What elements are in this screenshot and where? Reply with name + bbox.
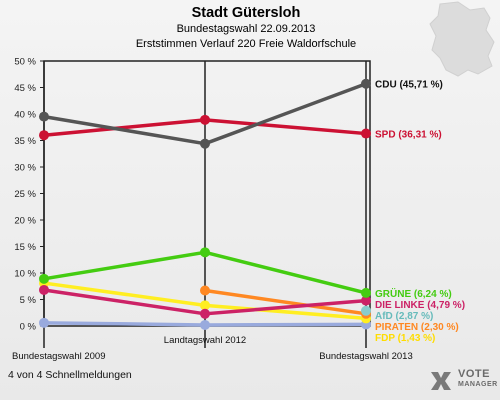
data-point [39,130,49,141]
series-end-label: FDP (1,43 %) [375,333,435,344]
chart-subtitle: Bundestagswahl 22.09.2013 [177,23,316,35]
y-tick-label: 45 % [14,83,36,94]
data-point [39,273,49,284]
data-point [200,285,210,296]
series-end-label: SPD (36,31 %) [375,130,442,141]
data-point [39,111,49,122]
series-cdu [39,78,371,149]
brand-logo: VOTE MANAGER [428,366,498,396]
brand-line-1: VOTE [458,368,490,380]
data-point [361,78,371,89]
series-line [204,288,367,316]
x-tick-label: Landtagswahl 2012 [164,335,246,346]
series-afd [361,305,371,316]
data-point [39,284,49,295]
data-point [200,138,210,149]
y-tick-label: 0 % [20,322,37,333]
series-end-label: PIRATEN (2,30 %) [375,322,459,333]
brand-line-2: MANAGER [458,381,498,388]
y-tick-label: 50 % [14,57,36,68]
series-end-label: CDU (45,71 %) [375,80,443,91]
vote-manager-logo-icon [431,372,451,390]
x-tick-label: Bundestagswahl 2009 [12,351,106,362]
data-point [361,287,371,298]
data-point [39,317,49,328]
chart-title: Stadt Gütersloh [192,5,301,21]
y-tick-label: 5 % [20,295,37,306]
footer-status: 4 von 4 Schnellmeldungen [8,369,132,381]
data-point [200,247,210,258]
y-tick-label: 30 % [14,163,36,174]
y-tick-label: 15 % [14,242,36,253]
germany-map-icon [429,1,495,77]
chart-subtitle-2: Erststimmen Verlauf 220 Freie Waldorfsch… [136,38,356,50]
data-point [200,319,210,330]
data-point [361,128,371,139]
series-end-label: DIE LINKE (4,79 %) [375,300,465,311]
y-axis: 0 % 5 % 10 % 15 % 20 % 25 % 30 % 35 % 40 % 45 % 50… [14,57,44,333]
y-tick-label: 10 % [14,269,36,280]
data-point [200,114,210,125]
series-layer [39,78,371,330]
series-end-label: AfD (2,87 %) [375,311,433,322]
y-tick-label: 35 % [14,136,36,147]
series-spd [39,114,371,141]
data-point [361,305,371,316]
data-point [200,308,210,319]
series-end-label: GRÜNE (6,24 %) [375,287,452,300]
x-tick-label: Bundestagswahl 2013 [319,351,413,362]
y-tick-label: 20 % [14,216,36,227]
series-die-linke [39,284,371,319]
y-tick-label: 25 % [14,189,36,200]
data-point [361,295,371,306]
y-tick-label: 40 % [14,110,36,121]
series-gr-ne [39,247,371,298]
data-point [200,300,210,311]
series-labels: CDU (45,71 %) SPD (36,31 %) GRÜNE (6,24 %)… [375,80,465,344]
